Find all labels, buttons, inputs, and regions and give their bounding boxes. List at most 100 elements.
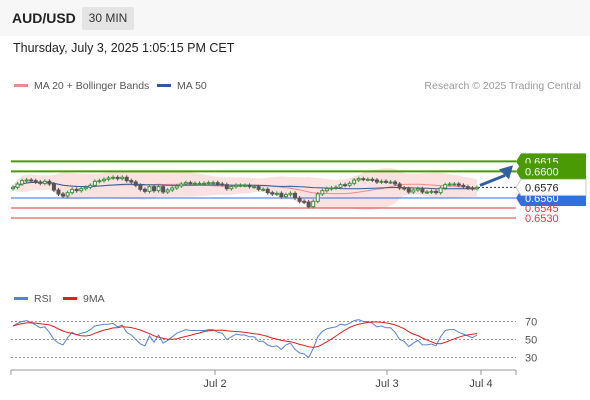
- forecast-arrow-head: [499, 165, 513, 180]
- candle-body: [402, 187, 407, 190]
- candle-body: [202, 182, 207, 185]
- candle-body: [256, 186, 261, 190]
- candle-body: [270, 192, 275, 195]
- candle-body: [101, 178, 106, 182]
- last-price-label: 0.6576: [525, 182, 559, 194]
- bollinger-band: [13, 168, 477, 210]
- candle-body: [438, 187, 443, 194]
- candle-body: [374, 179, 379, 183]
- candle-body: [393, 181, 398, 185]
- candle-body: [56, 189, 61, 195]
- candle-body: [183, 182, 188, 185]
- timestamp: Thursday, July 3, 2025 1:05:15 PM CET: [13, 41, 235, 55]
- candle-body: [329, 187, 334, 190]
- symbol-title: AUD/USD: [12, 10, 76, 26]
- top-bar: AUD/USD 30 MIN: [0, 0, 590, 36]
- candle-body: [365, 178, 370, 181]
- candle-body: [42, 180, 47, 184]
- candle-body: [165, 189, 170, 193]
- candle-body: [83, 186, 88, 190]
- candle-body: [220, 183, 225, 186]
- candle-body: [243, 184, 247, 187]
- level-label-0.6545: 0.6545: [525, 203, 559, 215]
- candle-body: [161, 186, 166, 193]
- level-label-0.6530: 0.6530: [525, 213, 559, 225]
- candle-body: [224, 184, 229, 190]
- candle-body: [324, 188, 329, 192]
- candle-body: [347, 182, 352, 186]
- candle-body: [274, 192, 279, 195]
- rsi-line: [12, 319, 478, 359]
- candle-body: [106, 177, 111, 180]
- candle-body: [379, 180, 384, 183]
- candle-body: [470, 187, 475, 190]
- candle-body: [420, 188, 425, 193]
- candle-body: [24, 179, 29, 182]
- ma50-legend-label: MA 50: [177, 80, 207, 92]
- candle-body: [229, 186, 234, 190]
- candle-body: [38, 181, 43, 184]
- candle-body: [279, 192, 284, 198]
- candle-body: [142, 188, 147, 192]
- candle-body: [297, 197, 302, 202]
- timeframe-badge[interactable]: 30 MIN: [82, 7, 134, 30]
- candle-body: [47, 180, 52, 185]
- rsi-tick-70: 70: [525, 317, 537, 329]
- candle-body: [74, 188, 79, 192]
- candle-body: [388, 181, 393, 184]
- candle-body: [211, 182, 216, 185]
- candle-body: [434, 190, 439, 194]
- candle-body: [115, 176, 120, 180]
- rsi-tick-30: 30: [525, 353, 537, 365]
- candle-body: [443, 184, 448, 189]
- candle-body: [88, 184, 93, 188]
- legend-ma20: MA 20 + Bollinger Bands: [14, 80, 149, 92]
- candle-body: [415, 188, 420, 191]
- rsi-ma-swatch: [63, 296, 77, 300]
- candle-body: [475, 186, 479, 190]
- candle-body: [361, 178, 366, 181]
- candle-body: [406, 188, 411, 193]
- x-tick-label: Jul 4: [469, 378, 492, 390]
- candle-body: [170, 187, 175, 191]
- candle-body: [65, 192, 70, 197]
- candle-body: [33, 180, 38, 183]
- candle-body: [293, 192, 298, 199]
- candle-body: [384, 180, 389, 183]
- legend-9ma: 9MA: [63, 293, 105, 305]
- legend-ma50: MA 50: [157, 80, 207, 92]
- copyright: Research © 2025 Trading Central: [424, 80, 581, 92]
- candle-body: [465, 186, 470, 189]
- candle-body: [11, 186, 15, 190]
- rsi-ma-legend-label: 9MA: [83, 293, 105, 305]
- candle-body: [29, 179, 34, 182]
- candle-body: [61, 193, 66, 197]
- candle-body: [306, 201, 311, 208]
- level-label-0.6560: 0.6560: [525, 193, 559, 205]
- x-tick-label: Jul 2: [203, 378, 226, 390]
- candle-body: [447, 183, 452, 186]
- candle-body: [174, 185, 179, 189]
- candle-body: [247, 184, 252, 188]
- candle-body: [97, 180, 102, 183]
- candle-body: [356, 178, 361, 181]
- rsi-swatch: [14, 296, 28, 300]
- candle-body: [192, 182, 197, 185]
- candle-body: [79, 188, 84, 192]
- level-tag-0.6600: [516, 163, 586, 180]
- candle-body: [70, 188, 75, 194]
- candle-body: [92, 180, 97, 186]
- level-label-0.6600: 0.6600: [525, 166, 559, 178]
- candle-body: [147, 186, 152, 192]
- candle-body: [188, 182, 193, 185]
- candle-body: [429, 190, 434, 193]
- candle-body: [338, 184, 343, 188]
- candle-body: [15, 183, 20, 188]
- candle-body: [152, 186, 157, 192]
- candle-body: [133, 181, 138, 186]
- candle-body: [238, 184, 243, 187]
- ma20-legend-label: MA 20 + Bollinger Bands: [34, 80, 150, 92]
- candle-body: [343, 184, 348, 187]
- forecast-arrow-shaft: [479, 173, 506, 187]
